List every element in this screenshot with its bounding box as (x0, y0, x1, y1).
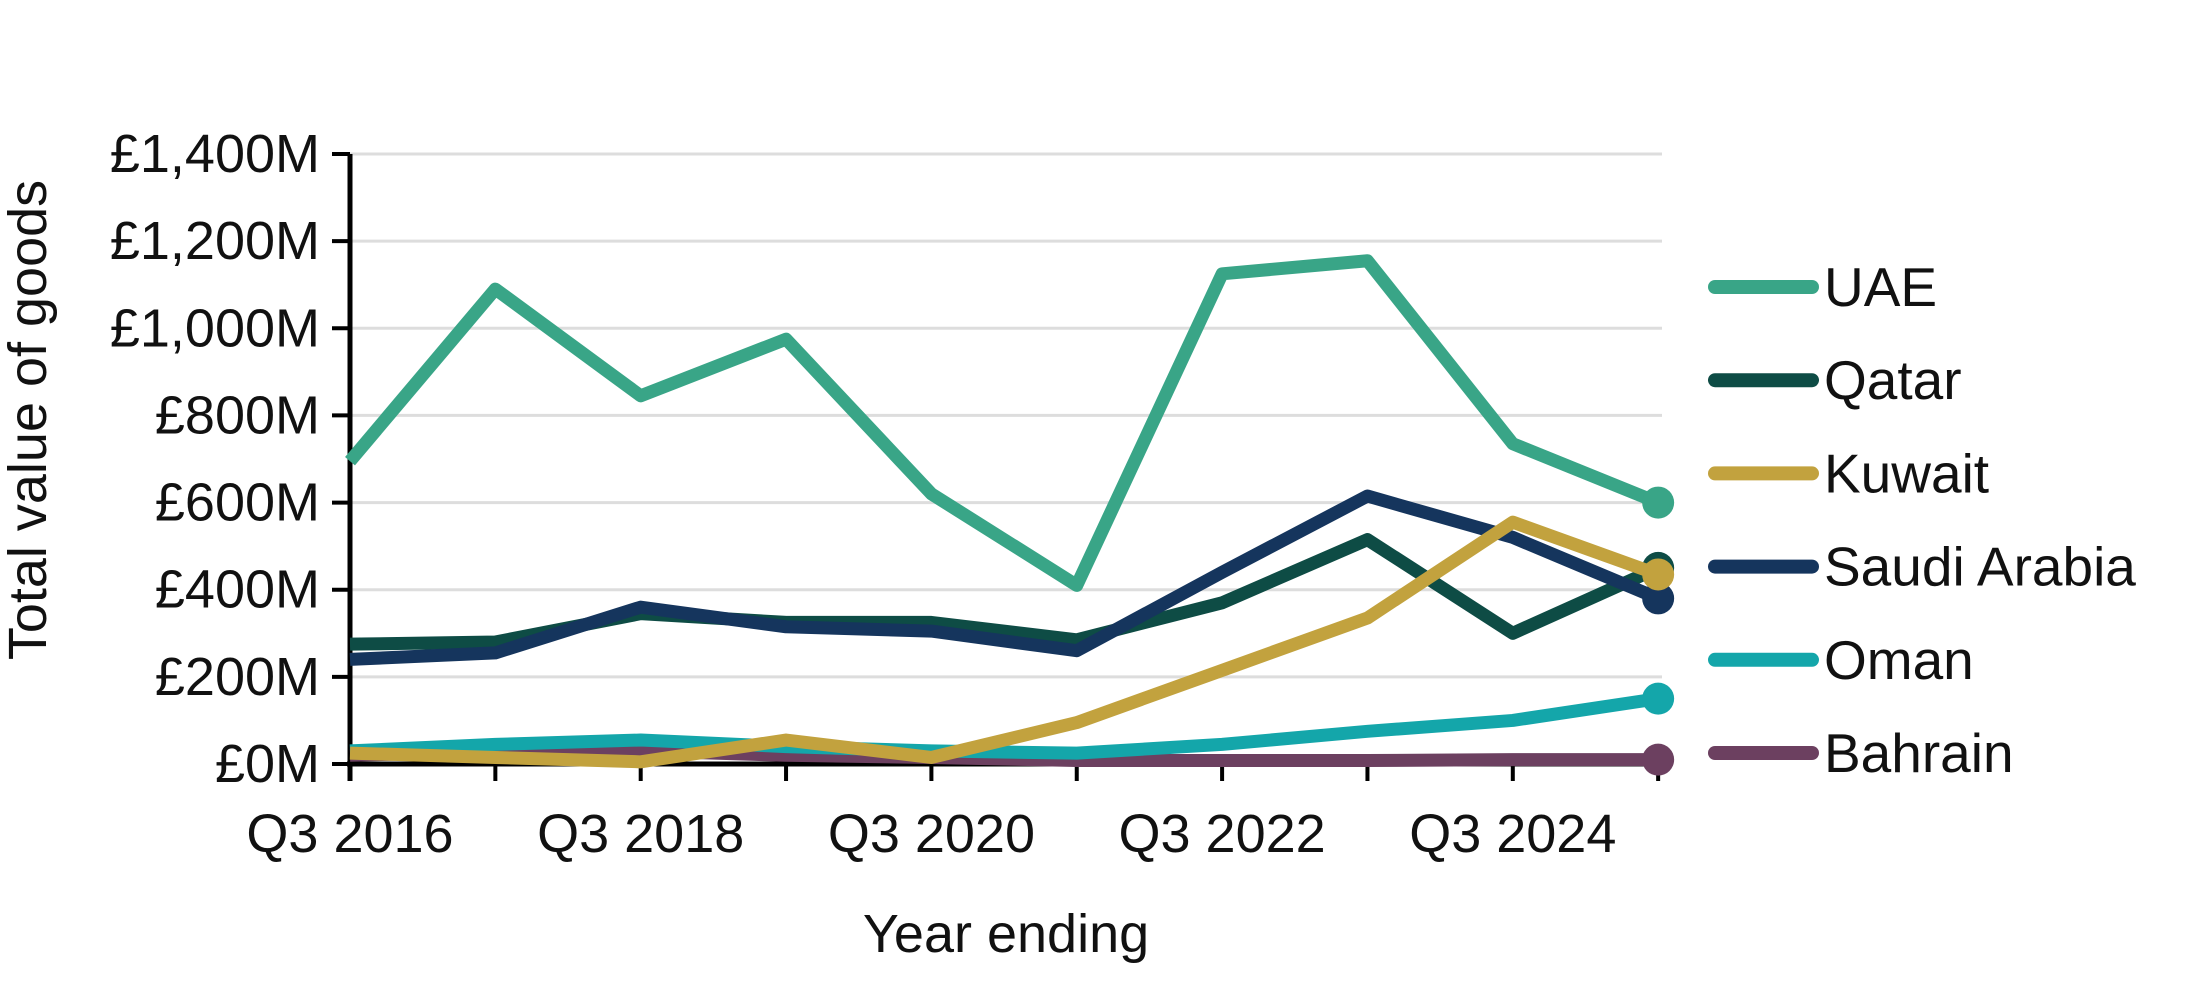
series-line-bahrain (349, 744, 1659, 768)
y-tick-label-1400: £1,400M (110, 124, 320, 184)
series-line-saudi-arabia (349, 489, 1661, 666)
y-tick-label-600: £600M (155, 473, 320, 533)
legend-label-bahrain: Bahrain (1824, 722, 2014, 784)
series-endpoint-kuwait (1642, 558, 1675, 591)
series-line-kuwait (349, 515, 1661, 769)
series-line-oman (349, 692, 1660, 760)
x-tick-label-q3-2020: Q3 2020 (828, 804, 1035, 864)
legend-label-kuwait: Kuwait (1824, 442, 1989, 504)
series-endpoint-uae (1642, 486, 1675, 519)
series-endpoint-saudi-arabia (1642, 582, 1675, 615)
x-tick-label-q3-2022: Q3 2022 (1119, 804, 1326, 864)
x-axis-title: Year ending (863, 904, 1149, 964)
legend-label-qatar: Qatar (1824, 349, 1962, 411)
legend-label-saudi-arabia: Saudi Arabia (1824, 536, 2136, 598)
x-tick-label-q3-2016: Q3 2016 (246, 804, 453, 864)
legend-label-oman: Oman (1824, 629, 1974, 691)
y-tick-label-1200: £1,200M (110, 211, 320, 271)
series-endpoint-bahrain (1642, 743, 1675, 776)
y-tick-label-1000: £1,000M (110, 298, 320, 358)
x-tick-label-q3-2018: Q3 2018 (537, 804, 744, 864)
y-tick-label-400: £400M (155, 560, 320, 620)
series-line-uae (345, 254, 1661, 592)
legend-label-uae: UAE (1824, 256, 1937, 318)
series-endpoint-oman (1642, 682, 1675, 715)
y-tick-label-800: £800M (155, 385, 320, 445)
y-axis-title: Total value of goods (0, 180, 58, 660)
y-tick-label-200: £200M (155, 647, 320, 707)
x-tick-label-q3-2024: Q3 2024 (1409, 804, 1616, 864)
y-tick-label-0: £0M (215, 734, 320, 794)
